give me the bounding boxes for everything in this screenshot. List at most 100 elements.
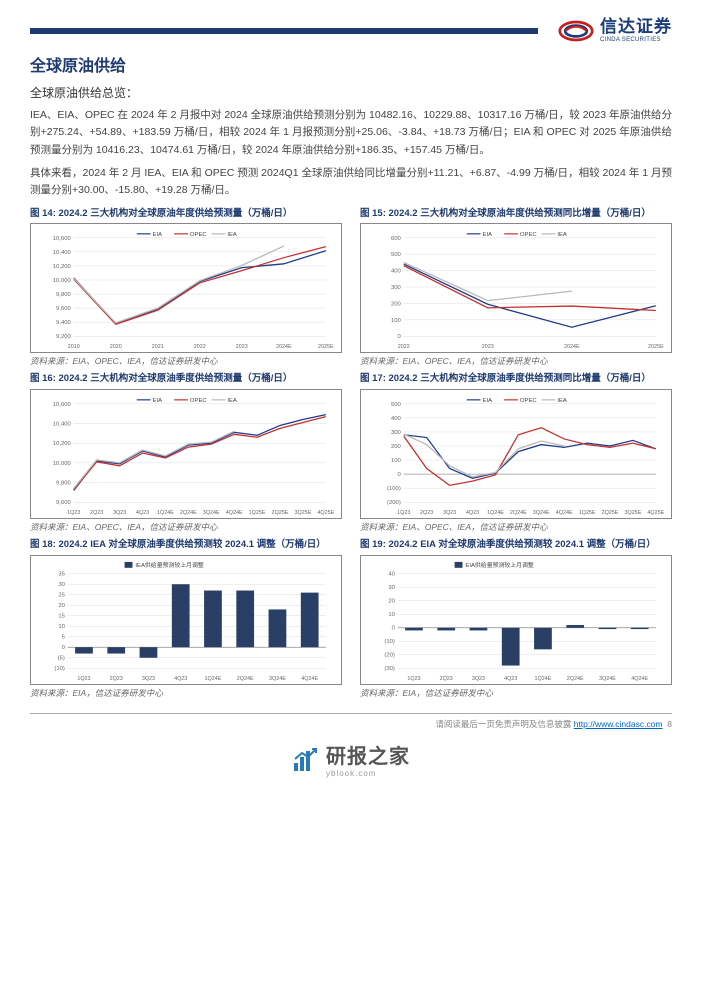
svg-text:EIA供给量预测较上月调整: EIA供给量预测较上月调整 — [465, 561, 534, 569]
svg-text:1Q24E: 1Q24E — [157, 510, 174, 516]
svg-text:10,200: 10,200 — [53, 264, 72, 270]
svg-text:9,600: 9,600 — [56, 500, 71, 506]
chart-18-source: 资料来源：EIA，信达证券研发中心 — [30, 687, 342, 699]
watermark-main: 研报之家 — [326, 740, 410, 769]
svg-text:(20): (20) — [384, 653, 395, 659]
svg-text:10,600: 10,600 — [53, 402, 72, 408]
chart-19-title: 图 19: 2024.2 EIA 对全球原油季度供给预测较 2024.1 调整（… — [360, 539, 672, 552]
svg-text:IEA: IEA — [557, 398, 567, 404]
svg-text:10,000: 10,000 — [53, 461, 72, 467]
chart-17: 图 17: 2024.2 三大机构对全球原油季度供给预测同比增量（万桶/日） (… — [360, 373, 672, 533]
svg-text:3Q25E: 3Q25E — [294, 510, 311, 516]
svg-text:4Q24E: 4Q24E — [631, 676, 648, 682]
chart-15-source: 资料来源：EIA、OPEC、IEA，信达证券研发中心 — [360, 355, 672, 367]
chart-19: 图 19: 2024.2 EIA 对全球原油季度供给预测较 2024.1 调整（… — [360, 539, 672, 699]
chart-svg: 9,6009,80010,00010,20010,40010,6001Q232Q… — [31, 390, 341, 518]
svg-text:4Q23: 4Q23 — [466, 510, 479, 516]
logo-cn: 信达证券 — [600, 18, 672, 37]
svg-text:4Q23: 4Q23 — [136, 510, 149, 516]
subtitle: 全球原油供给总览： — [30, 84, 672, 101]
charts-grid: 图 14: 2024.2 三大机构对全球原油年度供给预测量（万桶/日） 9,20… — [30, 208, 672, 699]
svg-text:3Q23: 3Q23 — [142, 676, 155, 682]
svg-text:10,400: 10,400 — [53, 250, 72, 256]
svg-text:(30): (30) — [384, 666, 395, 672]
svg-text:5: 5 — [62, 635, 66, 641]
svg-text:400: 400 — [391, 416, 402, 422]
svg-text:10,400: 10,400 — [53, 422, 72, 428]
chart-16-title: 图 16: 2024.2 三大机构对全球原油季度供给预测量（万桶/日） — [30, 373, 342, 386]
svg-text:1Q23: 1Q23 — [67, 510, 80, 516]
para2: 具体来看，2024 年 2 月 IEA、EIA 和 OPEC 预测 2024Q1… — [30, 165, 672, 200]
svg-text:35: 35 — [58, 572, 65, 578]
chart-svg: 0100200300400500600202220232024E2025EEIA… — [361, 224, 671, 352]
chart-svg: (200)(100)01002003004005001Q232Q233Q234Q… — [361, 390, 671, 518]
svg-text:EIA: EIA — [153, 398, 163, 404]
svg-text:0: 0 — [398, 335, 402, 341]
svg-text:(200): (200) — [387, 500, 401, 506]
svg-text:4Q24E: 4Q24E — [301, 676, 318, 682]
svg-text:2022: 2022 — [194, 344, 206, 350]
svg-text:2Q24E: 2Q24E — [510, 510, 527, 516]
svg-text:9,600: 9,600 — [56, 306, 71, 312]
svg-text:4Q24E: 4Q24E — [226, 510, 243, 516]
svg-text:OPEC: OPEC — [190, 398, 207, 404]
svg-text:1Q23: 1Q23 — [77, 676, 90, 682]
svg-text:30: 30 — [58, 582, 65, 588]
svg-text:20: 20 — [58, 603, 65, 609]
svg-text:OPEC: OPEC — [190, 232, 207, 238]
watermark: 研报之家 yblook.com — [30, 740, 672, 778]
svg-text:2021: 2021 — [152, 344, 164, 350]
svg-text:30: 30 — [388, 585, 395, 591]
svg-text:2025E: 2025E — [648, 344, 664, 350]
footer-text: 请阅读最后一页免责声明及信息披露 — [435, 719, 571, 729]
svg-text:(10): (10) — [54, 666, 65, 672]
chart-16: 图 16: 2024.2 三大机构对全球原油季度供给预测量（万桶/日） 9,60… — [30, 373, 342, 533]
svg-text:2Q23: 2Q23 — [440, 676, 453, 682]
svg-text:3Q24E: 3Q24E — [269, 676, 286, 682]
svg-text:3Q23: 3Q23 — [113, 510, 126, 516]
svg-text:9,200: 9,200 — [56, 335, 71, 341]
svg-text:EIA: EIA — [483, 232, 493, 238]
chart-18: 图 18: 2024.2 IEA 对全球原油季度供给预测较 2024.1 调整（… — [30, 539, 342, 699]
svg-text:2Q23: 2Q23 — [420, 510, 433, 516]
svg-text:2025E: 2025E — [318, 344, 334, 350]
svg-text:25: 25 — [58, 593, 65, 599]
logo-en: CINDA SECURITIES — [600, 37, 672, 44]
svg-text:2023: 2023 — [236, 344, 248, 350]
svg-text:OPEC: OPEC — [520, 398, 537, 404]
chart-14-source: 资料来源：EIA、OPEC、IEA，信达证券研发中心 — [30, 355, 342, 367]
svg-text:500: 500 — [391, 402, 402, 408]
svg-text:100: 100 — [391, 318, 402, 324]
svg-text:4Q24E: 4Q24E — [556, 510, 573, 516]
svg-text:200: 200 — [391, 444, 402, 450]
svg-text:3Q24E: 3Q24E — [533, 510, 550, 516]
svg-text:EIA: EIA — [153, 232, 163, 238]
svg-text:1Q23: 1Q23 — [397, 510, 410, 516]
svg-text:2020: 2020 — [110, 344, 122, 350]
svg-text:600: 600 — [391, 236, 402, 242]
chart-16-source: 资料来源：EIA、OPEC、IEA，信达证券研发中心 — [30, 521, 342, 533]
chart-14-title: 图 14: 2024.2 三大机构对全球原油年度供给预测量（万桶/日） — [30, 208, 342, 221]
svg-text:3Q23: 3Q23 — [443, 510, 456, 516]
svg-text:3Q24E: 3Q24E — [599, 676, 616, 682]
svg-text:2023: 2023 — [482, 344, 494, 350]
svg-text:10,200: 10,200 — [53, 441, 72, 447]
svg-text:1Q24E: 1Q24E — [535, 676, 552, 682]
svg-text:0: 0 — [392, 626, 396, 632]
svg-text:2Q24E: 2Q24E — [237, 676, 254, 682]
chart-svg: (30)(20)(10)0102030401Q232Q233Q234Q231Q2… — [361, 556, 671, 684]
svg-text:9,400: 9,400 — [56, 321, 71, 327]
chart-17-source: 资料来源：EIA、OPEC、IEA，信达证券研发中心 — [360, 521, 672, 533]
svg-text:IEA供给量预测较上月调整: IEA供给量预测较上月调整 — [135, 561, 204, 569]
chart-14: 图 14: 2024.2 三大机构对全球原油年度供给预测量（万桶/日） 9,20… — [30, 208, 342, 368]
svg-text:2Q25E: 2Q25E — [602, 510, 619, 516]
footer-link[interactable]: http://www.cindasc.com — [574, 719, 663, 729]
watermark-sub: yblook.com — [326, 769, 410, 778]
chart-svg: 9,2009,4009,6009,80010,00010,20010,40010… — [31, 224, 341, 352]
svg-text:0: 0 — [62, 645, 66, 651]
header-rule — [30, 28, 538, 34]
svg-text:10,600: 10,600 — [53, 236, 72, 242]
chart-18-title: 图 18: 2024.2 IEA 对全球原油季度供给预测较 2024.1 调整（… — [30, 539, 342, 552]
svg-text:(10): (10) — [384, 639, 395, 645]
svg-text:(100): (100) — [387, 486, 401, 492]
